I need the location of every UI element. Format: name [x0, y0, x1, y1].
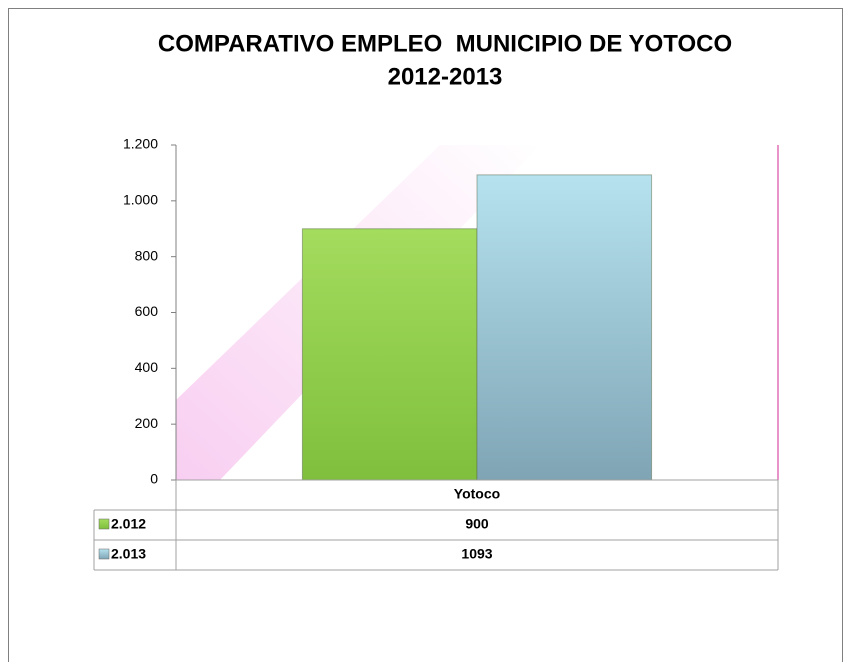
y-tick-label: 1.000	[123, 192, 158, 208]
chart-title: 2012-2013	[388, 63, 503, 90]
data-table-value: 900	[465, 516, 489, 532]
bar	[476, 174, 653, 481]
y-tick-label: 600	[135, 303, 159, 319]
legend-label: 2.013	[111, 546, 146, 562]
y-tick-label: 0	[150, 471, 158, 487]
y-tick-label: 400	[135, 359, 159, 375]
y-tick-label: 800	[135, 247, 159, 263]
legend-key	[98, 518, 110, 530]
bar	[301, 228, 478, 481]
legend-key	[98, 548, 110, 560]
y-tick-label: 1.200	[123, 136, 158, 152]
legend-label: 2.012	[111, 516, 146, 532]
x-tick-label: Yotoco	[454, 486, 500, 502]
data-table-value: 1093	[461, 546, 492, 562]
chart-title: COMPARATIVO EMPLEO MUNICIPIO DE YOTOCO	[158, 30, 732, 57]
y-tick-label: 200	[135, 415, 159, 431]
